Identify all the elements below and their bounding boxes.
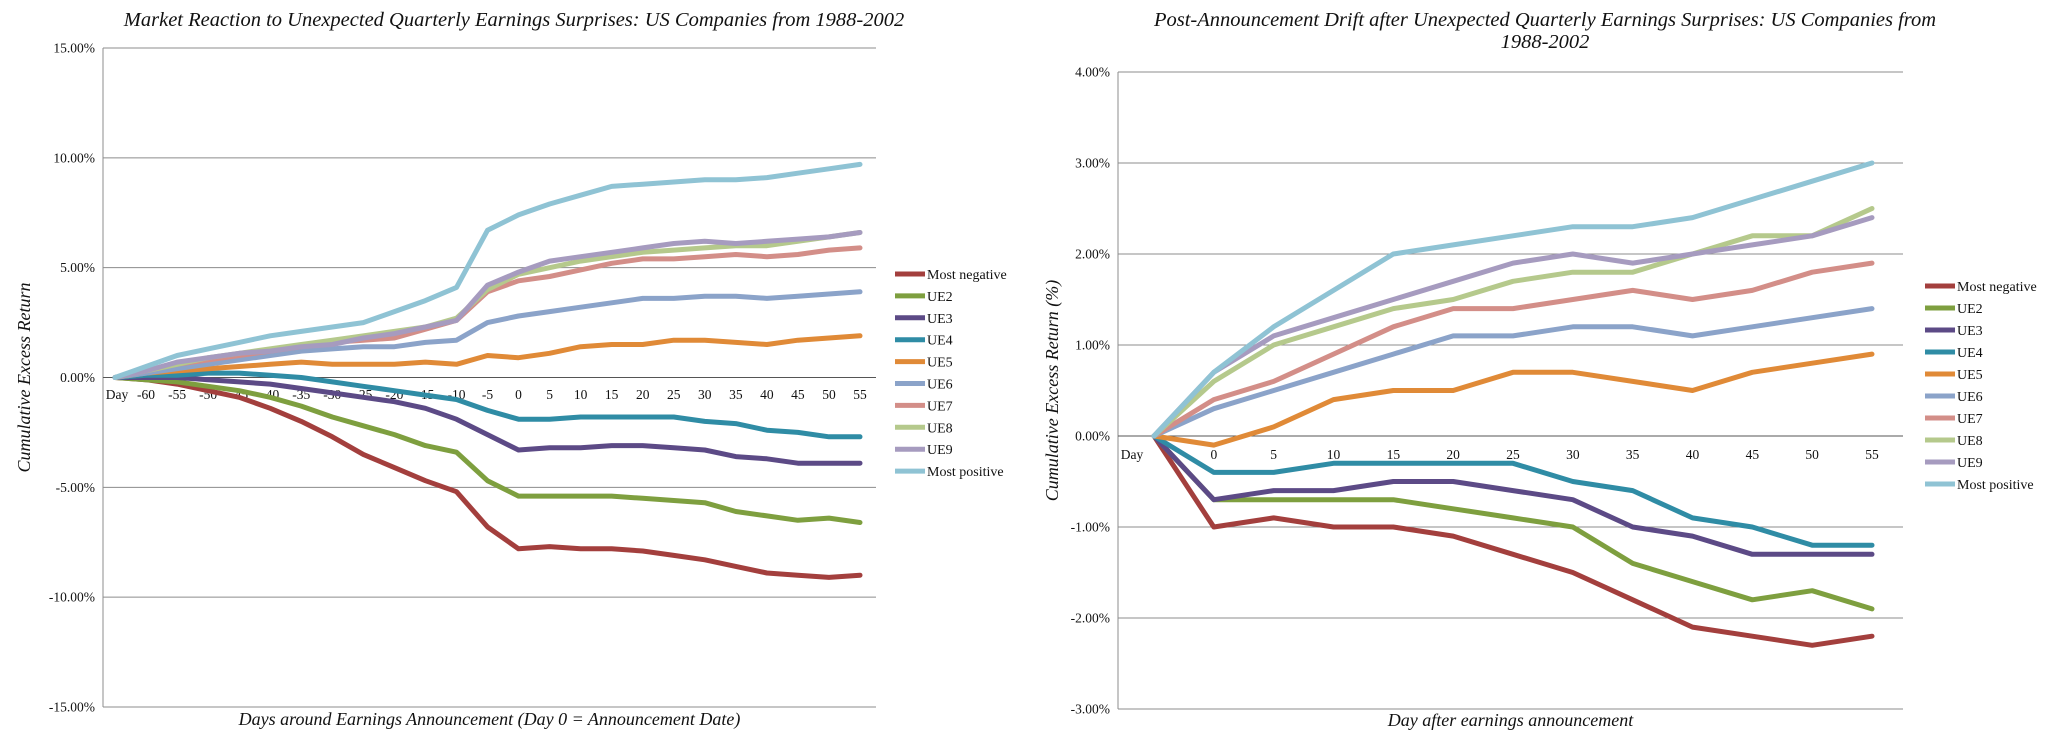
- y-tick-label: -15.00%: [49, 700, 95, 715]
- x-axis-label: Days around Earnings Announcement (Day 0…: [238, 709, 741, 730]
- chart-1: -15.00% -10.00% -5.00% 0.00% 5.00% 10.00% 15.0…: [14, 9, 1007, 730]
- y-tick-label: -3.00%: [1071, 702, 1110, 717]
- y-axis-label: Cumulative Excess Return: [14, 283, 34, 473]
- series-line-most-negative: [1154, 436, 1872, 645]
- x-tick-label: 50: [1805, 447, 1819, 462]
- y-tick-label: -1.00%: [1071, 520, 1110, 535]
- x-tick-label: 35: [729, 387, 743, 402]
- legend-label: UE7: [927, 399, 953, 414]
- x-tick-label: -55: [168, 387, 186, 402]
- legend-label: UE2: [1957, 302, 1983, 317]
- legend-label: Most negative: [1957, 280, 2037, 295]
- y-tick-label: 5.00%: [60, 260, 95, 275]
- x-tick-label: 5: [1270, 447, 1277, 462]
- y-tick-label: -2.00%: [1071, 611, 1110, 626]
- x-tick-label: 25: [1506, 447, 1520, 462]
- legend-label: UE4: [1957, 346, 1983, 361]
- x-tick-label: 15: [1387, 447, 1401, 462]
- legend-label: Most positive: [1957, 478, 2034, 493]
- y-tick-label: 0.00%: [60, 370, 95, 385]
- legend-label: UE6: [1957, 390, 1983, 405]
- x-tick-label: 35: [1626, 447, 1640, 462]
- x-tick-label: 10: [1327, 447, 1341, 462]
- legend-label: UE5: [927, 356, 953, 371]
- x-tick-label: 40: [1686, 447, 1700, 462]
- chart-title: Market Reaction to Unexpected Quarterly …: [123, 9, 904, 31]
- x-tick-label: Day: [1121, 447, 1144, 462]
- legend-label: Most positive: [927, 465, 1004, 480]
- legend-label: UE9: [927, 443, 953, 458]
- legend-label: UE8: [1957, 434, 1983, 449]
- x-axis-label: Day after earnings announcement: [1387, 710, 1634, 730]
- legend-label: UE6: [927, 378, 953, 393]
- x-tick-label: 20: [1446, 447, 1460, 462]
- y-tick-label: -10.00%: [49, 590, 95, 605]
- y-tick-label: 2.00%: [1075, 247, 1110, 262]
- series-line-ue6: [115, 292, 860, 378]
- y-tick-label: 1.00%: [1075, 338, 1110, 353]
- x-tick-label: 5: [546, 387, 553, 402]
- series-line-ue5: [1154, 354, 1872, 445]
- x-tick-label: 50: [822, 387, 836, 402]
- chart-2: -3.00% -2.00% -1.00% 0.00% 1.00% 2.00% 3.00% 4.…: [1042, 9, 2037, 730]
- legend-label: UE5: [1957, 368, 1983, 383]
- y-tick-label: 15.00%: [53, 41, 95, 56]
- x-tick-label: 30: [1566, 447, 1580, 462]
- legend-label: UE4: [927, 334, 953, 349]
- x-tick-label: 55: [1865, 447, 1879, 462]
- x-tick-label: 45: [1746, 447, 1760, 462]
- x-tick-label: 0: [515, 387, 522, 402]
- x-tick-label: 55: [853, 387, 867, 402]
- x-tick-label: 30: [698, 387, 712, 402]
- x-tick-label: 25: [667, 387, 681, 402]
- chart-canvas: -15.00% -10.00% -5.00% 0.00% 5.00% 10.00% 15.0…: [0, 0, 2060, 744]
- x-tick-label: 15: [605, 387, 619, 402]
- y-tick-label: 0.00%: [1075, 429, 1110, 444]
- x-tick-label: 20: [636, 387, 650, 402]
- legend-label: UE8: [927, 421, 953, 436]
- y-tick-label: -5.00%: [56, 480, 95, 495]
- chart-title: Post-Announcement Drift after Unexpected…: [1153, 9, 1936, 31]
- y-tick-label: 3.00%: [1075, 156, 1110, 171]
- legend-label: UE3: [1957, 324, 1983, 339]
- y-tick-label: 4.00%: [1075, 65, 1110, 80]
- legend-label: UE2: [927, 290, 953, 305]
- x-tick-label: 40: [760, 387, 774, 402]
- x-tick-label: 10: [574, 387, 588, 402]
- x-tick-label: -5: [482, 387, 493, 402]
- y-axis-label: Cumulative Excess Return (%): [1042, 280, 1063, 501]
- x-tick-label: -60: [137, 387, 155, 402]
- y-tick-label: 10.00%: [53, 150, 95, 165]
- legend-label: UE9: [1957, 456, 1983, 471]
- x-tick-label: 0: [1210, 447, 1217, 462]
- legend-label: UE3: [927, 312, 953, 327]
- legend-label: Most negative: [927, 268, 1007, 283]
- chart-title: 1988-2002: [1501, 31, 1590, 53]
- legend-label: UE7: [1957, 412, 1983, 427]
- x-tick-label: 45: [791, 387, 805, 402]
- x-tick-label: Day: [106, 387, 129, 402]
